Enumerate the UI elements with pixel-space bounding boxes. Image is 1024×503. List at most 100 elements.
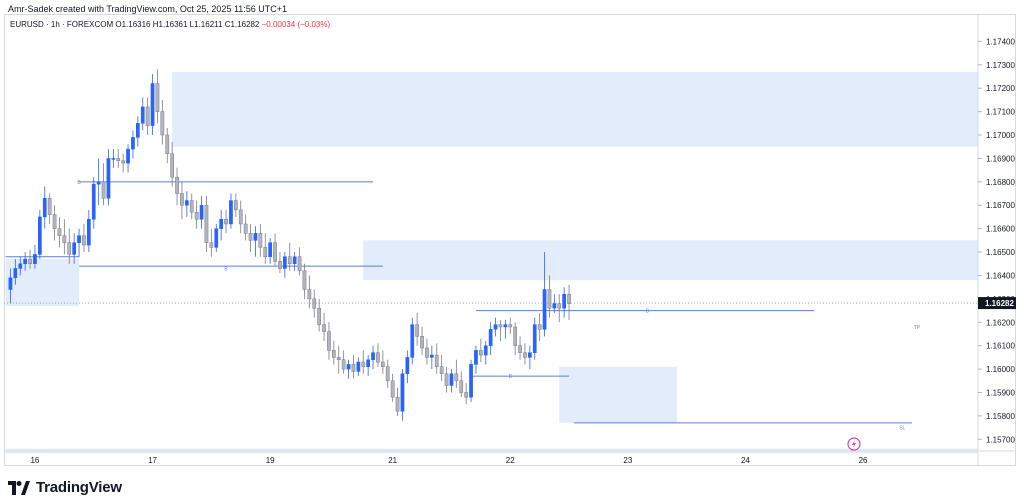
candle [400,369,405,421]
candle [322,312,326,341]
price-axis[interactable]: 1.17400 1.17300 1.17200 1.17100 1.17000 1.169… [978,37,1015,444]
candle [126,144,130,173]
candle-body [150,83,155,126]
legend-high: H1.16361 [152,20,188,29]
candle-body [518,345,522,353]
candle [444,366,449,393]
candle-body [82,235,86,246]
candle-body [483,345,488,356]
candle [194,200,199,229]
brand[interactable]: TradingView [8,479,122,496]
candle [67,228,72,264]
candle [224,209,228,234]
price-tick-label: 1.15800 [986,412,1015,421]
candle-body [405,357,410,375]
candle-body [395,396,400,412]
zone-rect [172,71,978,147]
candle [175,167,179,206]
candle-body [13,268,18,279]
candle-body [8,277,13,290]
candle [121,153,126,173]
candle [439,355,444,381]
candle-body [155,83,160,112]
candle-body [131,137,135,150]
candle [332,340,336,365]
date-tick-label: 26 [859,456,868,465]
candle [498,319,503,341]
level-annotation: B [224,266,228,272]
candle-body [410,324,415,358]
candle [366,355,370,377]
candle [464,383,468,405]
candle-body [537,324,542,330]
lightning-icon[interactable] [847,437,861,451]
candle-body [116,158,121,162]
candle [219,209,224,241]
candle [82,223,86,253]
candle-body [67,242,72,255]
price-tick-label: 1.15700 [986,435,1015,444]
price-tick-label: 1.16600 [986,225,1015,234]
level-annotation: B [509,374,513,380]
candle-body [336,357,341,360]
candle [57,216,62,248]
date-tick-label: 21 [388,456,397,465]
candle [28,249,32,269]
candle-body [459,380,464,393]
candle [238,200,243,234]
candle-body [23,258,27,265]
candle [258,223,263,257]
time-axis[interactable]: 16 17 19 21 22 23 24 26 [30,456,868,465]
candle [72,233,77,264]
candle [273,233,277,267]
candle [327,322,331,360]
candle-body [356,361,361,372]
candle [317,298,321,332]
date-tick-label: 17 [148,456,157,465]
candle [405,350,410,384]
date-tick-label: 23 [623,456,632,465]
candle [234,193,238,217]
candle-body [444,373,449,386]
candle [488,322,493,356]
price-tick-label: 1.16900 [986,154,1015,163]
candle [52,205,57,241]
chart-frame [4,14,1016,466]
candle [13,259,18,285]
candle [479,338,483,363]
candle-body [376,352,380,363]
candle [454,359,459,388]
candle-body [189,200,194,213]
candle-body [52,214,57,229]
candle-body [434,354,439,367]
candle [283,252,287,278]
candle-body [28,258,32,265]
candle-body [454,373,459,382]
candle-body [258,233,263,248]
candle-body [503,324,508,328]
candle-body [101,181,106,199]
candle [23,252,27,271]
candle-body [72,242,77,255]
candle-body [287,256,292,265]
candle [395,387,400,416]
candle [410,317,415,365]
candle-body [47,197,52,215]
candle-body [508,324,513,328]
candle [199,195,204,229]
candle [513,322,517,356]
candle-body [57,228,62,236]
candle-body [96,181,101,185]
candle-body [126,148,130,164]
candle-body [111,158,116,160]
candle-body [327,331,331,351]
candle-body [42,197,47,218]
candles-layer [8,69,571,421]
candle-body [528,352,532,358]
candle-body [160,111,165,136]
candle-body [464,392,468,398]
candle-body [33,254,37,265]
candle [204,195,209,253]
candle [425,338,429,365]
